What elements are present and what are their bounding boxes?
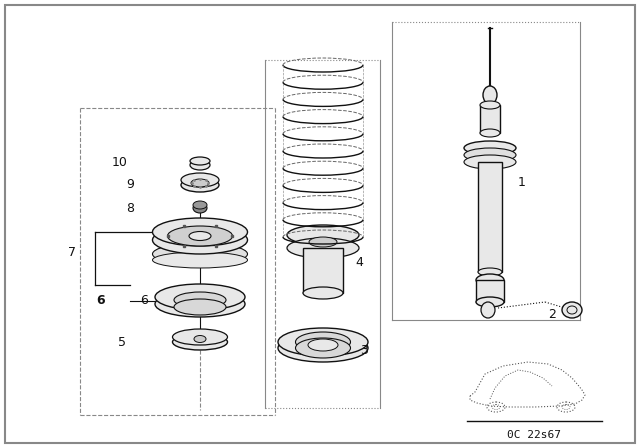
Ellipse shape (181, 173, 219, 187)
Ellipse shape (152, 243, 248, 265)
Ellipse shape (190, 160, 210, 170)
Ellipse shape (308, 339, 338, 351)
Ellipse shape (296, 338, 351, 358)
Ellipse shape (478, 268, 502, 276)
Text: 5: 5 (118, 336, 126, 349)
Text: 7: 7 (68, 246, 76, 258)
Ellipse shape (173, 329, 227, 345)
Text: 8: 8 (126, 202, 134, 215)
Ellipse shape (189, 232, 211, 241)
Bar (476, 280, 504, 302)
Ellipse shape (194, 336, 206, 343)
Ellipse shape (287, 225, 359, 245)
Ellipse shape (278, 328, 368, 356)
Text: 10: 10 (112, 156, 128, 169)
Ellipse shape (193, 201, 207, 209)
Ellipse shape (190, 157, 210, 165)
Ellipse shape (191, 179, 209, 187)
Ellipse shape (152, 252, 248, 268)
Text: 3: 3 (360, 344, 368, 357)
Ellipse shape (155, 291, 245, 317)
Bar (480, 105, 500, 133)
Ellipse shape (464, 155, 516, 169)
Bar (478, 162, 502, 272)
Ellipse shape (562, 302, 582, 318)
Ellipse shape (476, 297, 504, 307)
Ellipse shape (480, 129, 500, 137)
Ellipse shape (464, 148, 516, 162)
Ellipse shape (476, 274, 504, 286)
Ellipse shape (483, 86, 497, 104)
Ellipse shape (480, 101, 500, 109)
Ellipse shape (181, 178, 219, 192)
Text: 0C 22s67: 0C 22s67 (507, 430, 561, 440)
Ellipse shape (309, 237, 337, 247)
Ellipse shape (287, 238, 359, 258)
Text: 1: 1 (518, 177, 526, 190)
Ellipse shape (296, 332, 351, 352)
Ellipse shape (303, 287, 343, 299)
Ellipse shape (464, 141, 516, 155)
Ellipse shape (278, 334, 368, 362)
Ellipse shape (155, 284, 245, 310)
Ellipse shape (481, 302, 495, 318)
Text: 2: 2 (548, 309, 556, 322)
Text: 9: 9 (126, 177, 134, 190)
Ellipse shape (152, 218, 248, 246)
Ellipse shape (173, 334, 227, 350)
Text: 6: 6 (97, 293, 105, 306)
Text: 6: 6 (140, 293, 148, 306)
Ellipse shape (174, 299, 226, 315)
Ellipse shape (168, 226, 232, 246)
Bar (303, 248, 343, 293)
Ellipse shape (174, 292, 226, 308)
Text: 4: 4 (355, 255, 363, 268)
Ellipse shape (193, 203, 207, 213)
Ellipse shape (152, 226, 248, 254)
